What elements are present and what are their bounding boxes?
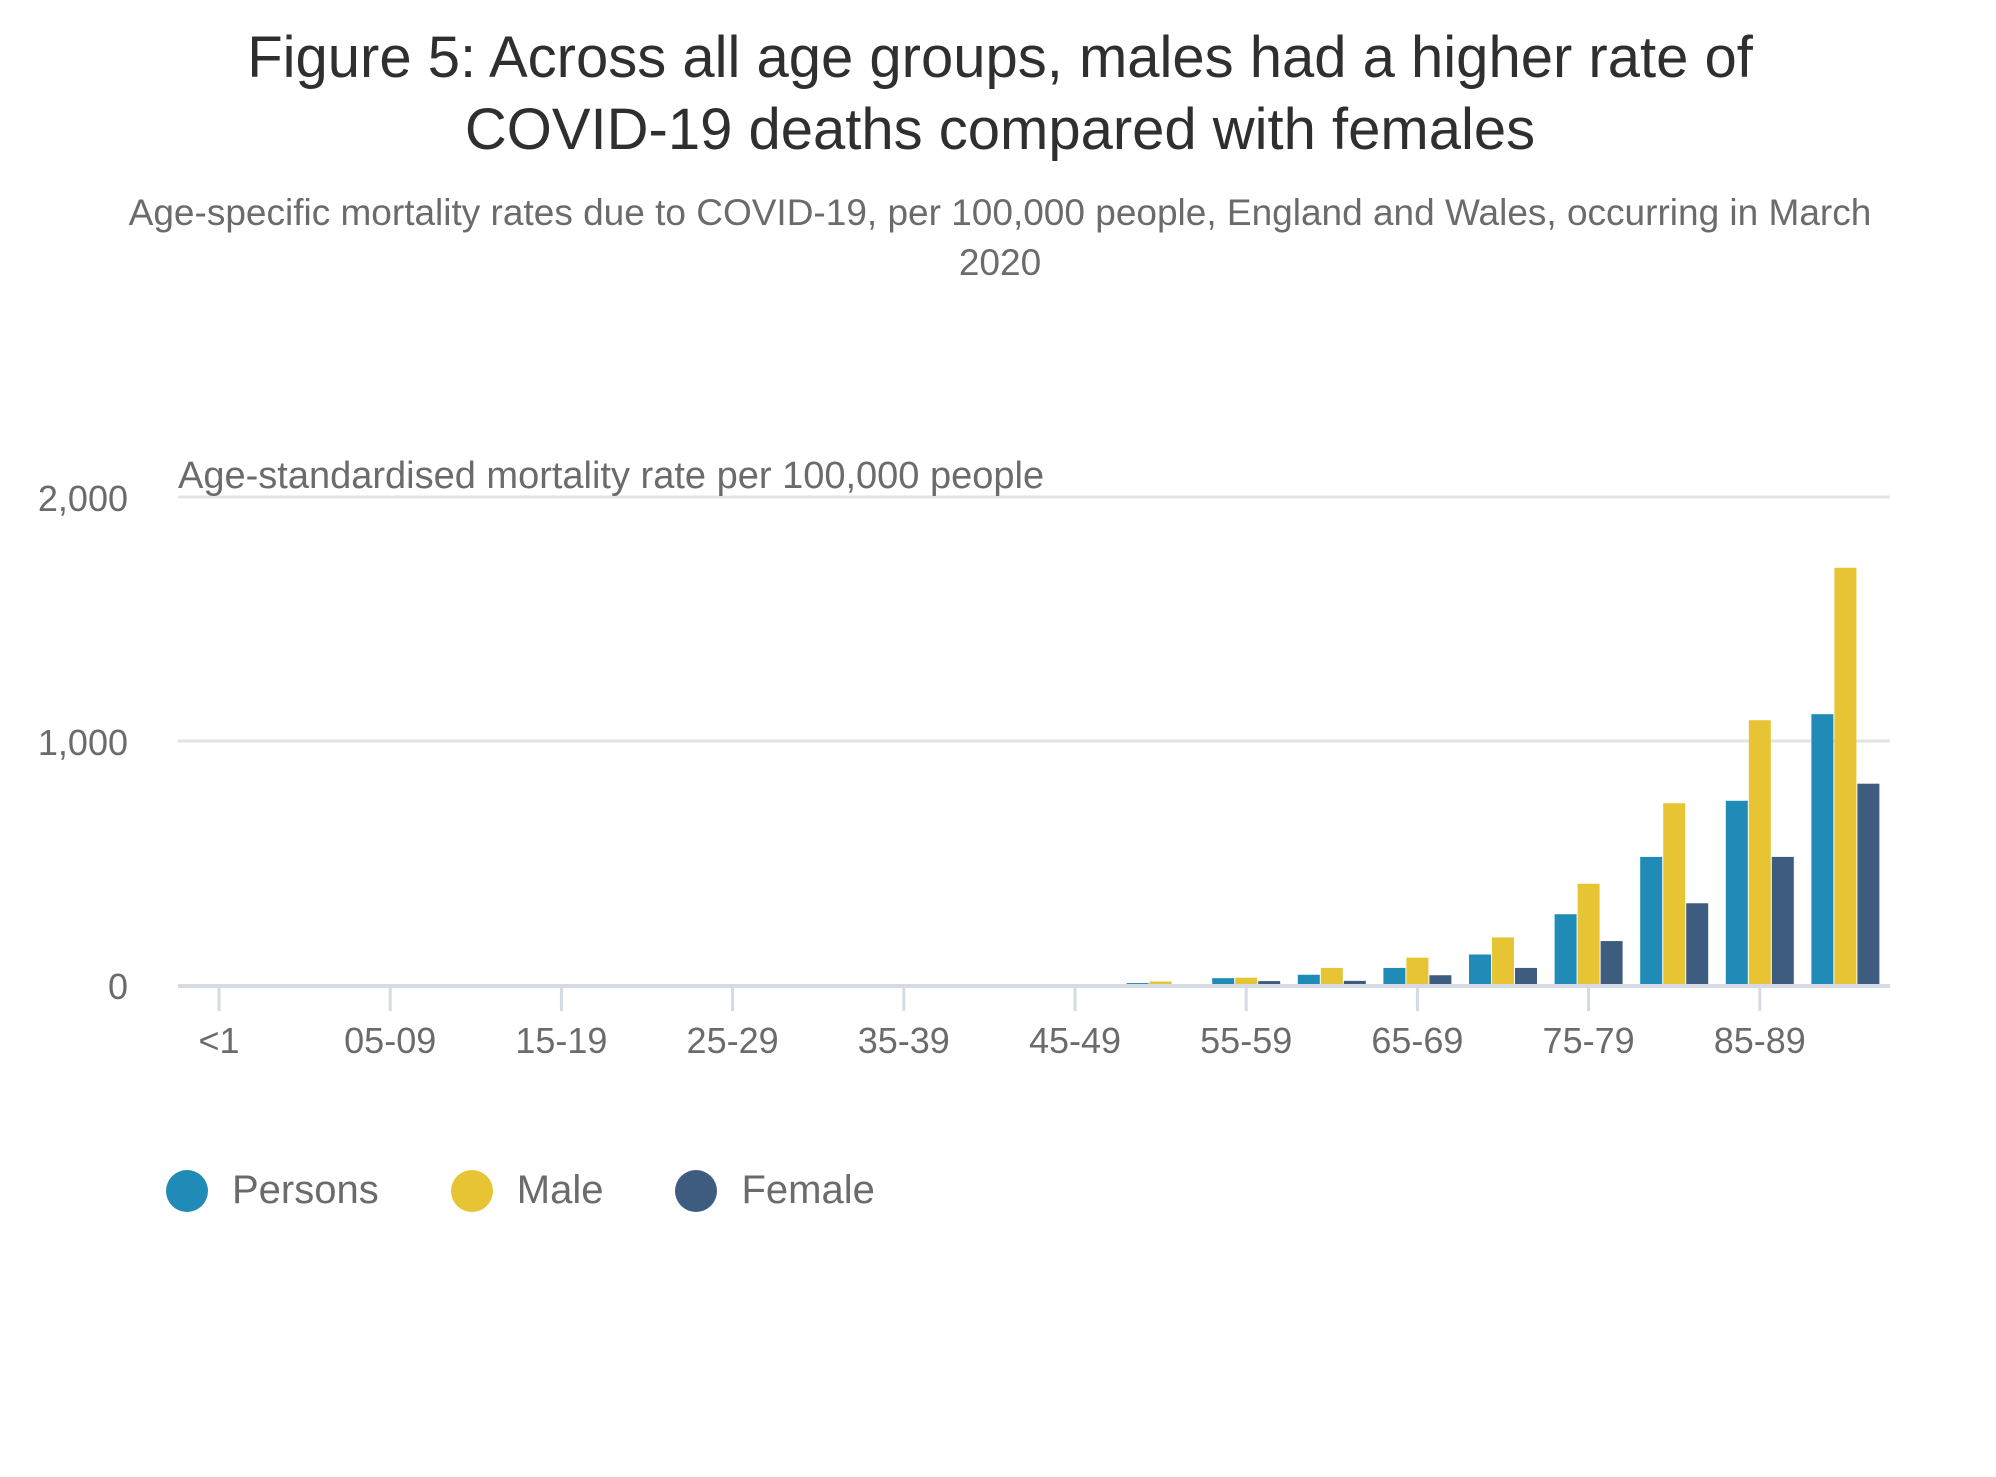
bar-male xyxy=(1748,720,1771,985)
legend-label-persons: Persons xyxy=(232,1168,379,1212)
bar-persons xyxy=(1811,714,1834,985)
legend-swatch-female xyxy=(675,1169,718,1212)
legend-swatch-persons xyxy=(166,1169,208,1212)
y-tick-label: 0 xyxy=(108,966,128,1007)
bar-persons xyxy=(1212,978,1235,985)
bar-chart: 0 1,000 2,000 Age-standardised mortality r… xyxy=(38,455,1890,1061)
bar-female xyxy=(1686,903,1709,985)
y-tick-label: 1,000 xyxy=(38,722,128,763)
bar-male xyxy=(1577,883,1600,985)
chart-subtitle: Age-specific mortality rates due to COVI… xyxy=(128,192,1872,283)
bar-male xyxy=(1235,977,1258,985)
bar-female xyxy=(1771,856,1794,985)
x-tick-label: <1 xyxy=(198,1020,239,1061)
bar-male xyxy=(1834,567,1857,985)
bar-persons xyxy=(1554,914,1577,985)
legend-label-male: Male xyxy=(516,1168,604,1212)
x-tick-label: 05-09 xyxy=(344,1020,436,1061)
y-tick-label: 2,000 xyxy=(38,478,128,519)
bar-male xyxy=(1492,937,1514,985)
bar-persons xyxy=(1383,967,1406,985)
bars xyxy=(1041,567,1880,985)
x-tick-label: 45-49 xyxy=(1029,1020,1121,1061)
bar-female xyxy=(1429,975,1452,985)
x-tick-label: 15-19 xyxy=(515,1020,607,1061)
bar-female xyxy=(1258,981,1281,985)
bar-female xyxy=(1343,980,1366,985)
x-tick-label: 25-29 xyxy=(687,1020,779,1061)
bar-female xyxy=(1600,941,1623,985)
bar-male xyxy=(1149,981,1172,985)
bar-female xyxy=(1857,783,1880,985)
bar-male xyxy=(1406,957,1429,985)
bar-persons xyxy=(1297,974,1320,985)
bar-male xyxy=(1320,967,1343,985)
bar-female xyxy=(1515,967,1537,985)
legend-label-female: Female xyxy=(741,1168,875,1212)
bar-persons xyxy=(1725,800,1748,985)
y-axis-ticks: 0 1,000 2,000 xyxy=(38,478,128,1007)
x-tick-label: 35-39 xyxy=(858,1020,950,1061)
chart-title: Figure 5: Across all age groups, males h… xyxy=(247,25,1753,162)
bar-persons xyxy=(1640,856,1663,985)
legend-item-female: Female xyxy=(675,1168,875,1213)
x-axis-ticks: <1 05-09 15-19 25-29 35-39 45-49 55-59 65-69 75-… xyxy=(198,987,1806,1061)
y-axis-label: Age-standardised mortality rate per 100,… xyxy=(178,455,1044,497)
bar-male xyxy=(1663,803,1686,985)
x-tick-label: 65-69 xyxy=(1371,1020,1463,1061)
gridlines xyxy=(178,495,1890,743)
x-tick-label: 75-79 xyxy=(1543,1020,1635,1061)
x-tick-label: 55-59 xyxy=(1200,1020,1292,1061)
x-tick-label: 85-89 xyxy=(1714,1020,1806,1061)
legend-swatch-male xyxy=(450,1169,493,1212)
bar-persons xyxy=(1469,954,1491,985)
legend: Persons Male Female xyxy=(166,1168,947,1213)
legend-item-persons: Persons xyxy=(166,1168,379,1213)
legend-item-male: Male xyxy=(450,1168,604,1213)
